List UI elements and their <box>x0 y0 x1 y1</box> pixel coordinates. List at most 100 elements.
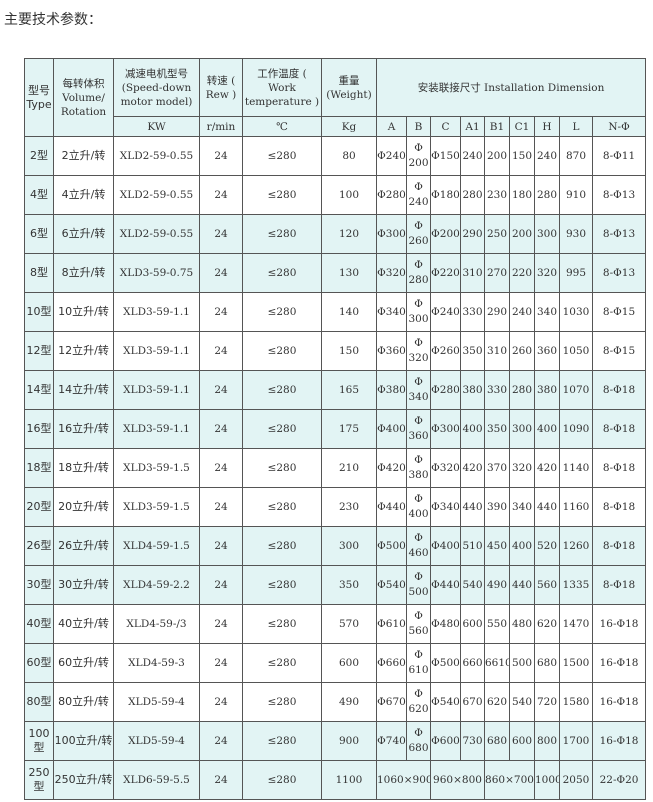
cell-dim-h: 300 <box>534 214 560 254</box>
cell-volume: 60立升/转 <box>53 643 114 683</box>
cell-dim-a1: 280 <box>460 175 485 215</box>
cell-dim-a: Φ300 <box>376 214 407 254</box>
phi-symbol: Φ <box>414 688 423 700</box>
cell-dim-n: 8-Φ18 <box>591 526 647 566</box>
b-value: 300 <box>408 313 429 325</box>
cell-dim-c: Φ300 <box>430 409 461 449</box>
table-row: 8型 8立升/转 XLD3-59-0.75 24 ≤280 130 Φ320 Φ 280 Φ220… <box>24 253 647 293</box>
cell-dim-b: Φ 560 <box>406 604 431 644</box>
table-row: 60型 60立升/转 XLD4-59-3 24 ≤280 600 Φ660 Φ 610 Φ500 6… <box>24 643 647 683</box>
cell-dim-h: 680 <box>534 643 560 683</box>
cell-dim-c: Φ400 <box>430 526 461 566</box>
cell-dim-b: Φ 280 <box>406 253 431 293</box>
cell-temp: ≤280 <box>242 214 322 254</box>
table-row: 18型 18立升/转 XLD3-59-1.5 24 ≤280 210 Φ420 Φ 380 Φ32… <box>24 448 647 488</box>
cell-dim-l: 1260 <box>559 526 593 566</box>
cell-dim-n: 16-Φ18 <box>591 604 647 644</box>
header-install: 安装联接尺寸 Installation Dimension <box>375 58 647 117</box>
cell-dim-b: Φ 620 <box>406 682 431 722</box>
cell-dim-h: 280 <box>534 175 560 215</box>
cell-dim-n: 16-Φ18 <box>591 643 647 683</box>
cell-temp: ≤280 <box>242 565 322 605</box>
cell-dim-l: 1470 <box>559 604 593 644</box>
b-value: 200 <box>408 157 429 169</box>
table-row: 4型 4立升/转 XLD2-59-0.55 24 ≤280 100 Φ280 Φ 240 Φ180… <box>24 175 647 215</box>
cell-type: 30型 <box>24 565 54 605</box>
cell-dim-a1: 670 <box>460 682 485 722</box>
cell-dim-a: Φ660 <box>376 643 407 683</box>
cell-dim-b1: 450 <box>484 526 510 566</box>
cell-speed: 24 <box>199 526 243 566</box>
cell-dim-c: Φ600 <box>430 721 461 761</box>
phi-symbol: Φ <box>414 142 423 154</box>
cell-dim-c1: 200 <box>509 214 535 254</box>
cell-dim-b1: 250 <box>484 214 510 254</box>
cell-dim-c: Φ540 <box>430 682 461 722</box>
cell-dim-b: Φ 340 <box>406 370 431 410</box>
cell-speed: 24 <box>199 604 243 644</box>
cell-volume: 6立升/转 <box>53 214 114 254</box>
cell-dim-c: Φ500 <box>430 643 461 683</box>
cell-dim-b1: 310 <box>484 331 510 371</box>
cell-motor: XLD6-59-5.5 <box>113 760 200 800</box>
cell-volume: 26立升/转 <box>53 526 114 566</box>
cell-dim-b1: 390 <box>484 487 510 527</box>
cell-dim-l: 910 <box>559 175 593 215</box>
header-volume: 每转体积 Volume/ Rotation <box>53 58 114 137</box>
cell-type: 250型 <box>24 760 54 800</box>
cell-dim-l: 1700 <box>559 721 593 761</box>
cell-type: 20型 <box>24 487 54 527</box>
cell-dim-c1: 400 <box>509 526 535 566</box>
cell-dim-b1-c1: 860×700 <box>484 760 535 800</box>
cell-temp: ≤280 <box>242 136 322 176</box>
cell-dim-n: 8-Φ18 <box>591 448 647 488</box>
cell-dim-h: 420 <box>534 448 560 488</box>
cell-dim-n: 22-Φ20 <box>591 760 647 800</box>
cell-dim-b1: 290 <box>484 292 510 332</box>
cell-dim-a1: 310 <box>460 253 485 293</box>
cell-volume: 80立升/转 <box>53 682 114 722</box>
cell-dim-h: 720 <box>534 682 560 722</box>
cell-dim-a: Φ740 <box>376 721 407 761</box>
cell-dim-b: Φ 610 <box>406 643 431 683</box>
cell-speed: 24 <box>199 682 243 722</box>
cell-weight: 1100 <box>321 760 377 800</box>
phi-symbol: Φ <box>414 571 423 583</box>
cell-dim-h: 620 <box>534 604 560 644</box>
cell-dim-b1: 270 <box>484 253 510 293</box>
cell-dim-b1: 490 <box>484 565 510 605</box>
cell-type: 80型 <box>24 682 54 722</box>
cell-motor: XLD4-59-/3 <box>113 604 200 644</box>
cell-temp: ≤280 <box>242 526 322 566</box>
cell-dim-n: 16-Φ18 <box>591 682 647 722</box>
phi-symbol: Φ <box>414 337 423 349</box>
dim-header: A <box>376 116 407 137</box>
cell-dim-n: 8-Φ18 <box>591 409 647 449</box>
table-row: 10型 10立升/转 XLD3-59-1.1 24 ≤280 140 Φ340 Φ 300 Φ24… <box>24 292 647 332</box>
cell-dim-a: Φ340 <box>376 292 407 332</box>
cell-dim-c1: 340 <box>509 487 535 527</box>
phi-symbol: Φ <box>414 610 423 622</box>
b-value: 560 <box>408 625 429 637</box>
b-value: 320 <box>408 352 429 364</box>
cell-type: 2型 <box>24 136 54 176</box>
cell-dim-a: Φ280 <box>376 175 407 215</box>
cell-dim-b: Φ 360 <box>406 409 431 449</box>
cell-temp: ≤280 <box>242 448 322 488</box>
cell-dim-b1: 370 <box>484 448 510 488</box>
phi-symbol: Φ <box>414 415 423 427</box>
cell-temp: ≤280 <box>242 604 322 644</box>
table-row: 30型 30立升/转 XLD4-59-2.2 24 ≤280 350 Φ540 Φ 500 Φ44… <box>24 565 647 605</box>
cell-type: 18型 <box>24 448 54 488</box>
cell-speed: 24 <box>199 331 243 371</box>
cell-type: 40型 <box>24 604 54 644</box>
cell-volume: 8立升/转 <box>53 253 114 293</box>
cell-dim-c1: 500 <box>509 643 535 683</box>
cell-weight: 150 <box>321 331 377 371</box>
cell-dim-b: Φ 460 <box>406 526 431 566</box>
cell-motor: XLD2-59-0.55 <box>113 136 200 176</box>
cell-dim-a1: 420 <box>460 448 485 488</box>
phi-symbol: Φ <box>414 532 423 544</box>
b-value: 280 <box>408 274 429 286</box>
cell-dim-c: Φ180 <box>430 175 461 215</box>
